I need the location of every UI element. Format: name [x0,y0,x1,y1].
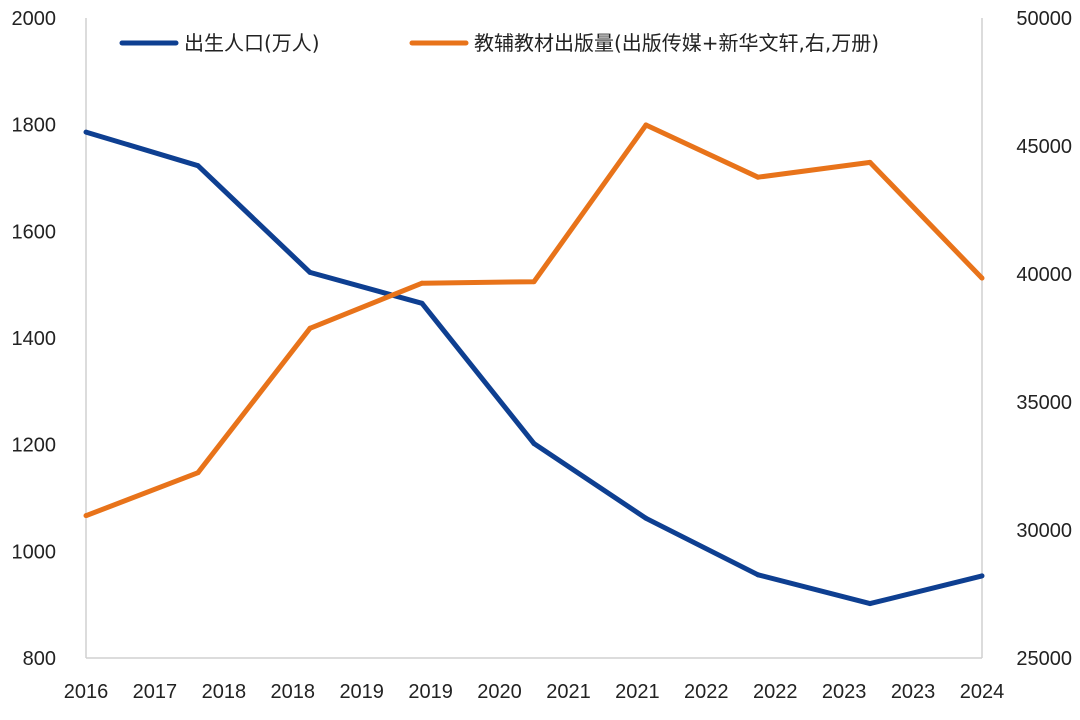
x-tick-label: 2019 [339,681,384,703]
x-tick-labels: 2016 2017 2018 2018 2019 2019 2020 2021 2021 2022… [64,681,1005,703]
x-tick-label: 2022 [684,681,729,703]
right-tick-label: 35000 [1016,392,1072,414]
right-tick-label: 25000 [1016,648,1072,670]
data-point-textbooks [195,470,201,476]
data-point-textbooks [979,275,985,281]
x-tick-label: 2022 [753,681,798,703]
data-point-births [195,163,201,169]
left-tick-label: 1400 [12,328,57,350]
data-point-births [83,129,89,135]
x-tick-label: 2018 [202,681,247,703]
left-tick-label: 2000 [12,8,57,30]
data-point-births [419,300,425,306]
data-point-textbooks [83,513,89,519]
data-point-births [643,515,649,521]
left-tick-label: 800 [23,648,56,670]
x-tick-label: 2016 [64,681,109,703]
data-point-textbooks [755,174,761,180]
right-tick-label: 40000 [1016,264,1072,286]
left-tick-label: 1800 [12,115,57,137]
left-tick-labels: 800 1000 1200 1400 1600 1800 2000 [12,8,57,670]
data-point-textbooks [419,280,425,286]
left-tick-label: 1600 [12,221,57,243]
data-point-births [867,601,873,607]
x-tick-label: 2017 [133,681,178,703]
data-point-textbooks [643,122,649,128]
x-tick-label: 2019 [408,681,453,703]
x-tick-label: 2023 [822,681,867,703]
data-point-textbooks [867,159,873,165]
left-tick-label: 1200 [12,435,57,457]
legend-label-textbooks: 教辅教材出版量(出版传媒+新华文轩,右,万册) [474,31,879,55]
legend: 出生人口(万人) 教辅教材出版量(出版传媒+新华文轩,右,万册) [119,31,879,55]
left-tick-label: 1000 [12,541,57,563]
series-lines [83,122,985,607]
data-point-births [531,441,537,447]
axes-group [85,18,983,659]
right-tick-labels: 25000 30000 35000 40000 45000 50000 [1016,8,1072,670]
data-point-births [755,572,761,578]
legend-label-births: 出生人口(万人) [184,31,320,55]
x-tick-label: 2021 [546,681,591,703]
data-point-births [307,269,313,275]
x-tick-label: 2020 [477,681,522,703]
data-point-births [979,573,985,579]
series-line-births [85,129,983,607]
x-tick-label: 2021 [615,681,660,703]
right-tick-label: 45000 [1016,136,1072,158]
x-tick-label: 2023 [891,681,936,703]
x-tick-label: 2024 [960,681,1005,703]
right-tick-label: 50000 [1016,8,1072,30]
data-point-textbooks [307,325,313,331]
x-tick-label: 2018 [271,681,316,703]
right-tick-label: 30000 [1016,520,1072,542]
data-point-textbooks [531,279,537,285]
